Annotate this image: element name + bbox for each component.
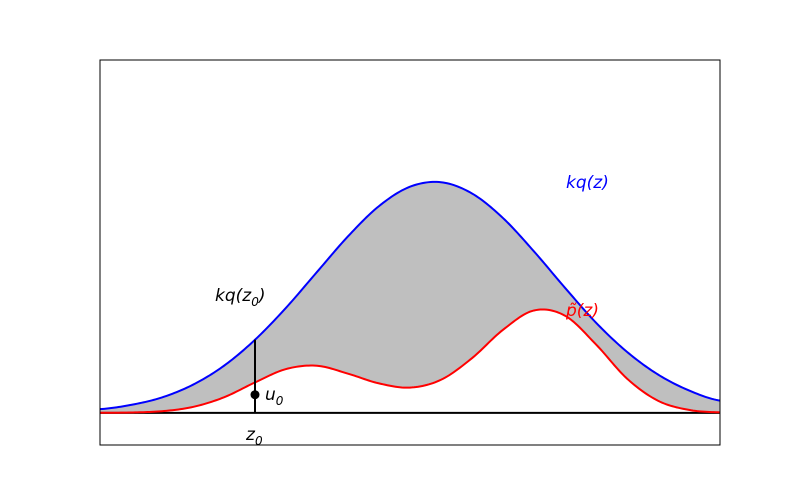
series-line-kq bbox=[99, 180, 721, 411]
u0-label-base: u bbox=[265, 385, 276, 405]
u0-point bbox=[250, 390, 260, 400]
kq-z0-label: kq(z0) bbox=[215, 286, 265, 309]
u0-label: u0 bbox=[265, 385, 284, 408]
p-series-label: p̃(z) bbox=[565, 301, 599, 321]
plot-frame bbox=[99, 59, 721, 446]
kq-series-label: kq(z) bbox=[566, 173, 609, 193]
z0-label-base: z bbox=[245, 425, 256, 445]
z0-label: z0 bbox=[245, 425, 263, 448]
kq-z0-label-pre: kq(z bbox=[215, 286, 252, 306]
kq-z0-label-post: ) bbox=[257, 286, 266, 306]
u0-label-sub: 0 bbox=[276, 394, 284, 408]
series-line-p bbox=[99, 308, 721, 414]
kq-z0-label-sub: 0 bbox=[251, 295, 259, 309]
z0-label-sub: 0 bbox=[255, 434, 263, 448]
